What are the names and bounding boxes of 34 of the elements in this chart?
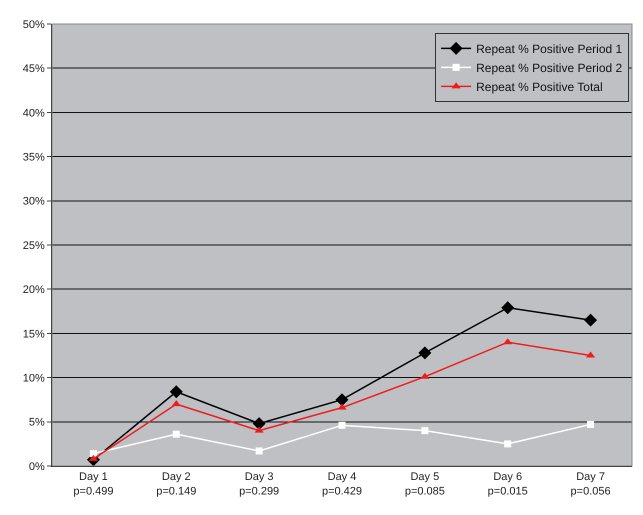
point (587, 420, 594, 428)
legend-label: Repeat % Positive Period 2 (476, 61, 623, 76)
y-tick-label: 10% (22, 372, 46, 384)
point (256, 447, 263, 454)
point (584, 314, 598, 327)
y-tick-label: 0% (28, 460, 46, 473)
point (336, 393, 348, 406)
y-tick-label: 45% (22, 63, 46, 76)
point (421, 427, 428, 434)
point (170, 385, 183, 398)
legend-label: Repeat % Positive Period 1 (476, 42, 623, 56)
point (501, 301, 514, 314)
point (172, 430, 180, 438)
y-tick-label: 40% (22, 107, 46, 120)
point (338, 422, 346, 429)
y-tick-label: 35% (22, 151, 46, 164)
x-tick-label: Day 3 p=0.299 (239, 471, 280, 498)
y-tick-label: 25% (22, 240, 46, 252)
y-tick-label: 5% (28, 416, 46, 429)
y-tick-label: 20% (22, 284, 46, 296)
point (252, 417, 266, 430)
point (90, 450, 97, 458)
x-tick-label: Day 1 p=0.499 (73, 471, 114, 498)
point (418, 346, 432, 360)
y-tick-label: 50% (22, 18, 46, 31)
point (504, 440, 512, 448)
x-tick-label: Day 4 p=0.429 (322, 471, 362, 498)
y-tick-label: 30% (22, 196, 46, 208)
x-tick-label: Day 5 p=0.085 (404, 471, 445, 498)
x-tick-label: Day 2 p=0.149 (156, 471, 196, 498)
y-tick-label: 15% (22, 328, 46, 340)
x-tick-label: Day 6 p=0.015 (488, 471, 528, 498)
x-tick-label: Day 7 p=0.056 (570, 471, 611, 498)
legend-label: Repeat % Positive Total (476, 80, 603, 94)
